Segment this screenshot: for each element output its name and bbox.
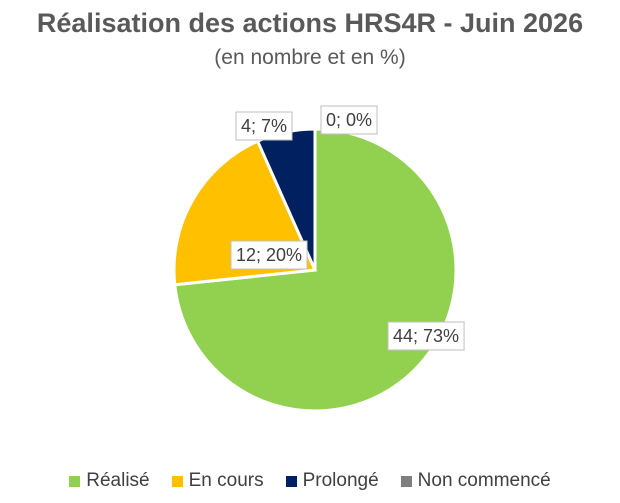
data-label-box <box>235 111 293 141</box>
legend-item-prolonge: Prolongé <box>285 470 379 492</box>
legend-label: Non commencé <box>417 470 551 491</box>
chart-subtitle: (en nombre et en %) <box>214 46 406 69</box>
legend-swatch <box>285 475 297 487</box>
data-label-text: 4; 7% <box>241 116 287 136</box>
chart-legend: Réalisé En cours Prolongé Non commencé <box>0 470 620 492</box>
legend-item-non-commence: Non commencé <box>400 470 551 492</box>
data-label-text: 12; 20% <box>236 245 302 265</box>
legend-label: Réalisé <box>86 470 150 491</box>
legend-swatch <box>400 475 412 487</box>
data-label-box <box>230 240 308 270</box>
chart-title: Réalisation des actions HRS4R - Juin 202… <box>36 8 584 38</box>
data-label-3: 4; 7% <box>235 111 293 141</box>
legend-item-realise: Réalisé <box>69 470 150 492</box>
data-label-2: 12; 20% <box>230 240 308 270</box>
data-label-text: 0; 0% <box>326 110 372 130</box>
data-label-text: 44; 73% <box>393 326 459 346</box>
legend-swatch <box>69 475 81 487</box>
data-label-box <box>320 105 378 135</box>
legend-item-en-cours: En cours <box>171 470 264 492</box>
legend-label: Prolongé <box>302 470 379 491</box>
data-label-4: 0; 0% <box>320 105 378 135</box>
legend-label: En cours <box>188 470 264 491</box>
legend-swatch <box>171 475 183 487</box>
data-label-1: 44; 73% <box>387 321 465 351</box>
data-label-box <box>387 321 465 351</box>
